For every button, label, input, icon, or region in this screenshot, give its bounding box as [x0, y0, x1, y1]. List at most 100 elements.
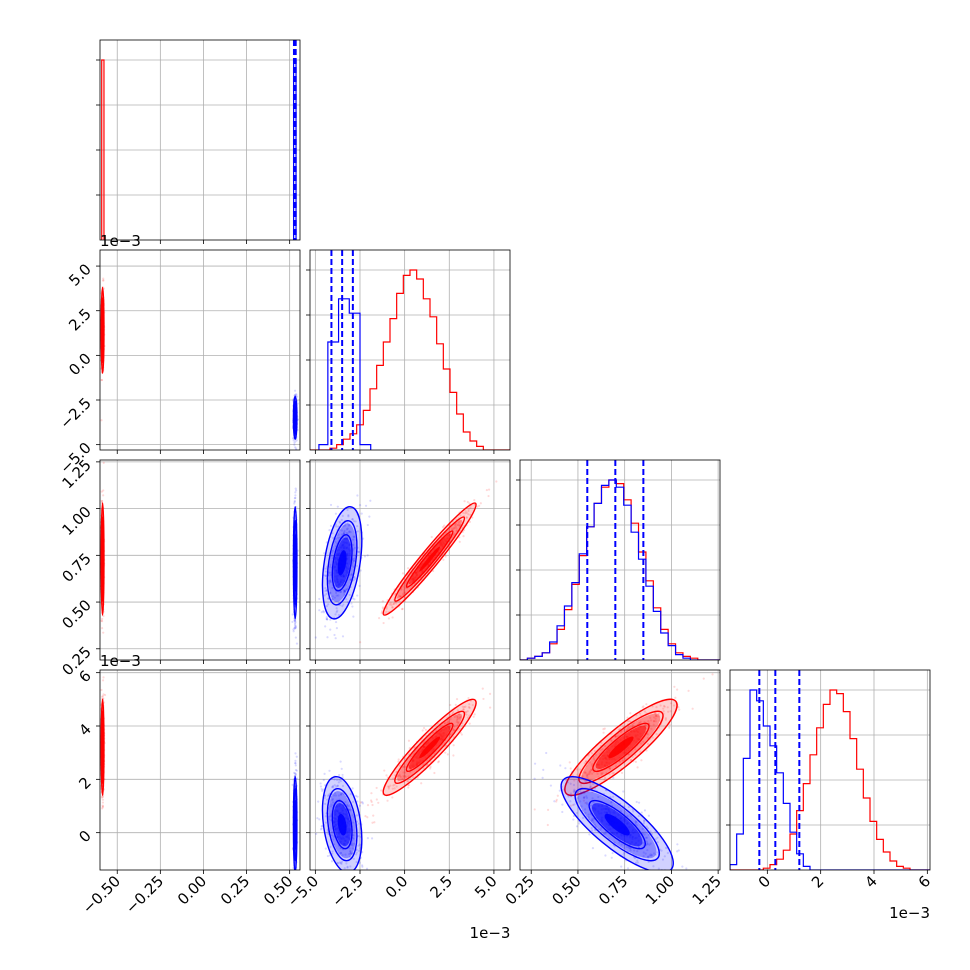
blue-sample-point [331, 595, 334, 598]
blue-sample-point [572, 814, 575, 818]
red-sample-point [481, 687, 484, 690]
blue-sample-point [294, 636, 297, 639]
blue-sample-point [292, 630, 295, 633]
red-sample-point [626, 720, 630, 723]
red-sample-point [402, 776, 405, 779]
red-sample-point [465, 516, 468, 519]
red-sample-point [100, 619, 103, 622]
red-sample-point [391, 787, 394, 790]
red-sample-point [651, 705, 654, 708]
blue-sample-point [566, 794, 570, 797]
blue-sample-point [337, 525, 340, 528]
red-sample-point [392, 602, 395, 606]
joint-3-2 [533, 673, 714, 903]
red-sample-point [651, 736, 654, 739]
blue-sample-point [318, 818, 321, 821]
blue-contour [588, 799, 646, 850]
blue-sample-point [338, 778, 341, 782]
red-density [419, 736, 441, 759]
red-sample-point [103, 693, 107, 697]
red-sample-point [646, 733, 650, 736]
blue-sample-point [593, 787, 597, 790]
blue-sample-point [357, 550, 360, 553]
red-contour [101, 722, 104, 773]
blue-sample-point [331, 586, 334, 590]
blue-sample-point [645, 825, 648, 828]
red-sample-point [454, 525, 458, 528]
blue-sample-point [295, 755, 298, 758]
blue-sample-point [676, 843, 679, 846]
blue-sample-point [331, 784, 335, 788]
blue-sample-point [324, 625, 327, 628]
blue-sample-point [323, 772, 326, 775]
blue-contour [326, 787, 358, 862]
red-sample-point [467, 706, 471, 709]
diagonal-histograms [310, 250, 510, 450]
blue-contour [293, 534, 297, 592]
blue-sample-point [647, 860, 650, 864]
panel-frame-2-1 [309, 459, 511, 661]
grid-lines [100, 670, 300, 870]
blue-sample-point [370, 837, 374, 840]
blue-sample-point [672, 901, 674, 903]
red-sample-point [647, 720, 650, 723]
red-sample-point [564, 778, 568, 782]
red-sample-point [458, 713, 461, 716]
blue-sample-point [352, 834, 355, 837]
red-sample-point [691, 707, 694, 710]
red-sample-point [404, 582, 407, 585]
blue-sample-point [337, 533, 340, 536]
blue-sample-point [352, 559, 355, 562]
blue-sample-point [294, 618, 297, 621]
blue-sample-point [293, 497, 297, 500]
red-sample-point [101, 679, 105, 682]
red-sample-point [395, 602, 398, 605]
red-sample-point [702, 677, 705, 680]
red-sample-point [614, 735, 617, 738]
blue-sample-point [292, 437, 295, 440]
red-contour [382, 698, 477, 797]
blue-sample-point [330, 860, 334, 863]
blue-sample-point [347, 524, 351, 527]
blue-sample-point [611, 851, 614, 855]
blue-sample-point [320, 611, 323, 614]
red-sample-point [407, 739, 411, 742]
blue-sample-point [542, 768, 545, 771]
red-sample-point [381, 610, 384, 613]
red-sample-point [584, 771, 587, 774]
red-sample-point [434, 729, 438, 732]
blue-sample-point [348, 530, 351, 533]
blue-density [337, 813, 347, 836]
blue-sample-point [349, 852, 352, 855]
red-sample-point [652, 720, 656, 723]
red-sample-point [391, 606, 394, 609]
red-sample-point [387, 787, 390, 790]
red-sample-point [395, 785, 398, 788]
red-sample-point [604, 744, 607, 748]
blue-sample-point [329, 503, 333, 507]
blue-sample-point [328, 769, 331, 772]
blue-sample-point [334, 794, 337, 797]
blue-sample-point [351, 842, 354, 845]
blue-sample-point [329, 618, 332, 621]
red-sample-point [608, 767, 611, 770]
blue-sample-point [339, 760, 342, 763]
blue-sample-point [584, 808, 587, 811]
blue-sample-point [349, 852, 352, 855]
red-sample-point [446, 753, 449, 756]
red-sample-point [456, 715, 459, 718]
blue-sample-point [327, 603, 330, 606]
blue-contour [326, 520, 358, 606]
red-sample-point [389, 784, 392, 787]
blue-sample-point [583, 796, 586, 799]
blue-sample-point [350, 843, 353, 846]
blue-sample-point [578, 822, 581, 825]
red-sample-point [619, 731, 622, 734]
blue-sample-point [591, 797, 594, 800]
blue-sample-point [331, 531, 334, 535]
red-sample-point [100, 419, 103, 422]
blue-sample-point [351, 561, 354, 564]
red-sample-point [668, 726, 671, 729]
red-sample-point [399, 595, 402, 598]
red-sample-point [654, 714, 658, 718]
